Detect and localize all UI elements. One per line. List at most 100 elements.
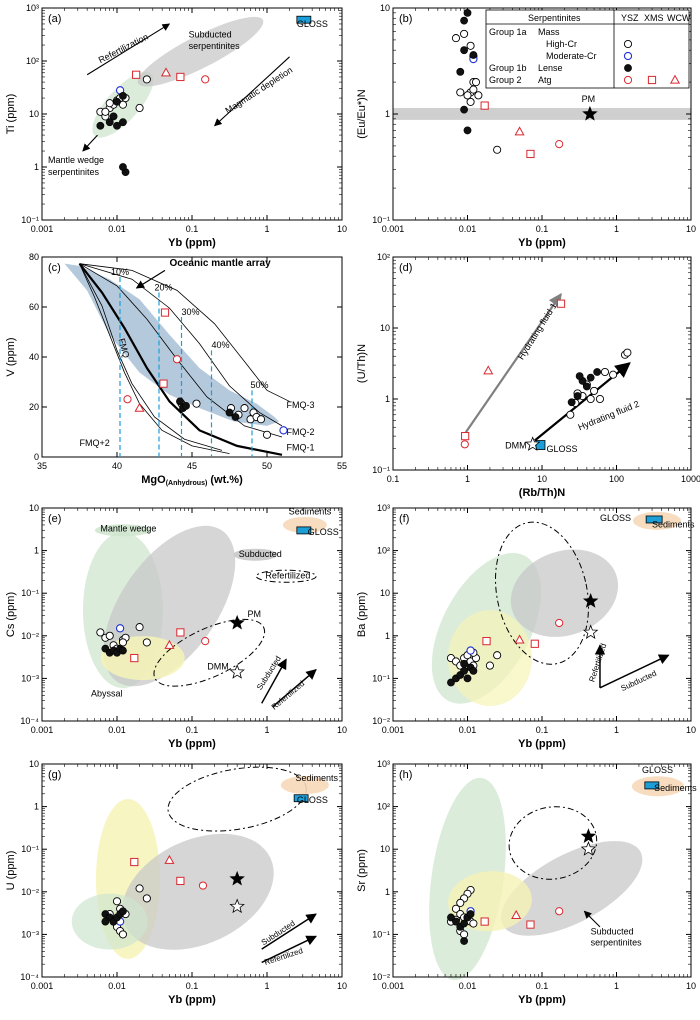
panel-label: (f) [399,513,409,525]
sediments-label: Sediments [296,773,339,783]
y-axis-label: Ti (ppm) [5,94,17,135]
x-tick-label: 1 [614,981,619,991]
x-axis-label: Yb (ppm) [518,237,566,249]
fmq-3-label: FMQ-3 [287,400,315,410]
x-tick-label: 45 [187,461,197,471]
sediments-label: Sediments [652,519,695,529]
data-point-high-cr [466,97,475,106]
subducted-label: Subducted [591,926,634,936]
x-tick-label: 1 [264,725,269,735]
data-points [460,299,632,451]
data-point-high-cr [451,34,461,43]
data-point-lense [113,121,121,130]
fmq-1-label: FMQ-1 [287,442,315,452]
fmq-label: FMQ [117,337,132,359]
plot-frame [392,256,692,471]
y-tick-label: 10³ [377,759,390,769]
x-axis-label: Yb (ppm) [168,237,216,249]
data-point-wcw [483,365,494,375]
x-tick-label: 1 [614,725,619,735]
x-axis-label: MgO(Anhydrous) (wt.%) [141,474,243,487]
legend-group: Group 1a [489,27,527,37]
data-point-high-cr [463,91,472,100]
y-tick-label: 10⁻³ [21,929,39,939]
panel-label: (h) [399,769,412,781]
data-point-high-cr [469,919,478,928]
data-point-ysz [123,395,132,404]
panel-g: 0.001 0.01 0.1 1 10 10⁻⁴ 10⁻³ 10⁻² 10⁻¹ 1 10 (g) Yb … [5,759,347,1006]
data-point-xms [132,70,141,79]
refertilized-arrow-label: Refertilized [263,946,304,967]
data-point-high-cr [96,628,105,637]
gloss-label: GLOSS [547,444,578,454]
panel-d: 0.1 1 10 100 1000 10⁻¹ 1 10 10² (d) (Rb/Th)N (U/Th)… [356,252,700,499]
y-axis-label: (Eu/Eu*)N [356,89,368,139]
sediments-label: Sediments [654,783,697,793]
pm-band [393,107,691,120]
gloss-box [296,526,312,535]
legend-header: XMS [644,13,664,23]
y-tick-label: 10⁻² [21,631,39,641]
data-point-wcw [164,854,175,864]
data-point-xms [176,876,185,886]
mantle-array-label: Oceanic mantle array [170,258,272,269]
subducted-arrow-label: Subducted [619,669,657,693]
x-tick-label: 0.1 [536,725,549,735]
y-tick-label: 10⁻¹ [21,588,39,598]
y-tick-label: 10 [29,759,39,769]
y-tick-label: 1 [385,109,390,119]
y-tick-label: 10⁻⁴ [20,972,39,982]
x-tick-label: 0.01 [108,981,126,991]
hydrating-fluid-2-label: Hydrating fluid 2 [577,399,641,433]
mantle-wedge-label: serpentinites [48,167,100,177]
fmq+2-label: FMQ+2 [80,438,110,448]
fmq-curve [79,263,283,427]
melting-label-10: 10% [111,267,129,277]
data-point-wcw [134,402,145,412]
x-axis-label: Yb (ppm) [168,738,216,750]
data-point-pm-star [229,614,245,630]
subducted-pointer-arrow [583,910,601,928]
x-tick-label: 0.001 [31,981,54,991]
x-tick-label: 55 [337,461,347,471]
data-point-xms [176,72,185,82]
data-point-pm-star [580,828,597,843]
data-point-high-cr [566,410,575,419]
x-axis-label: Yb (ppm) [518,994,566,1006]
y-tick-label: 10⁻⁴ [20,716,39,726]
hydrating-fluid-1-arrow [464,293,562,433]
data-point-lense [182,401,190,410]
data-point-high-cr [595,394,605,404]
mantle-wedge-legend-ellipse [94,524,151,537]
gloss-label: GLOSS [308,527,339,537]
data-point-wcw [514,634,525,644]
dmm-label: DMM [505,441,527,451]
data-point-lense [231,413,240,421]
gloss-label: GLOSS [642,765,673,775]
data-point-lense [452,917,460,926]
x-tick-label: 0.001 [31,725,54,735]
gloss-label: GLOSS [297,795,328,805]
legend-group: Group 2 [489,75,522,85]
y-tick-label: 1 [34,162,39,172]
data-point-high-cr [105,99,114,108]
data-point-high-cr [456,88,465,97]
data-point-lense [463,126,472,135]
subducted-field [122,833,274,950]
subducted-arrow [261,913,317,950]
data-point-dmm-star [580,841,597,856]
data-point-high-cr [460,930,469,939]
panel-e: 0.001 0.01 0.1 1 10 10⁻⁴ 10⁻³ 10⁻² 10⁻¹ 1 10 (e) Yb … [5,503,347,750]
data-point-ysz [201,637,210,646]
data-point-lense [460,666,468,675]
melting-label-50: 50% [251,380,269,390]
data-point-lense [447,913,455,922]
dmm-label: DMM [207,662,229,672]
data-point-lense [573,392,582,400]
x-tick-label: 0.1 [186,981,199,991]
x-tick-label: 0.1 [387,474,400,484]
mantle-array-arrow [135,269,166,289]
data-point-moderate-cr [623,51,633,61]
x-tick-label: 0.001 [31,224,54,234]
sediments-field [282,516,327,533]
